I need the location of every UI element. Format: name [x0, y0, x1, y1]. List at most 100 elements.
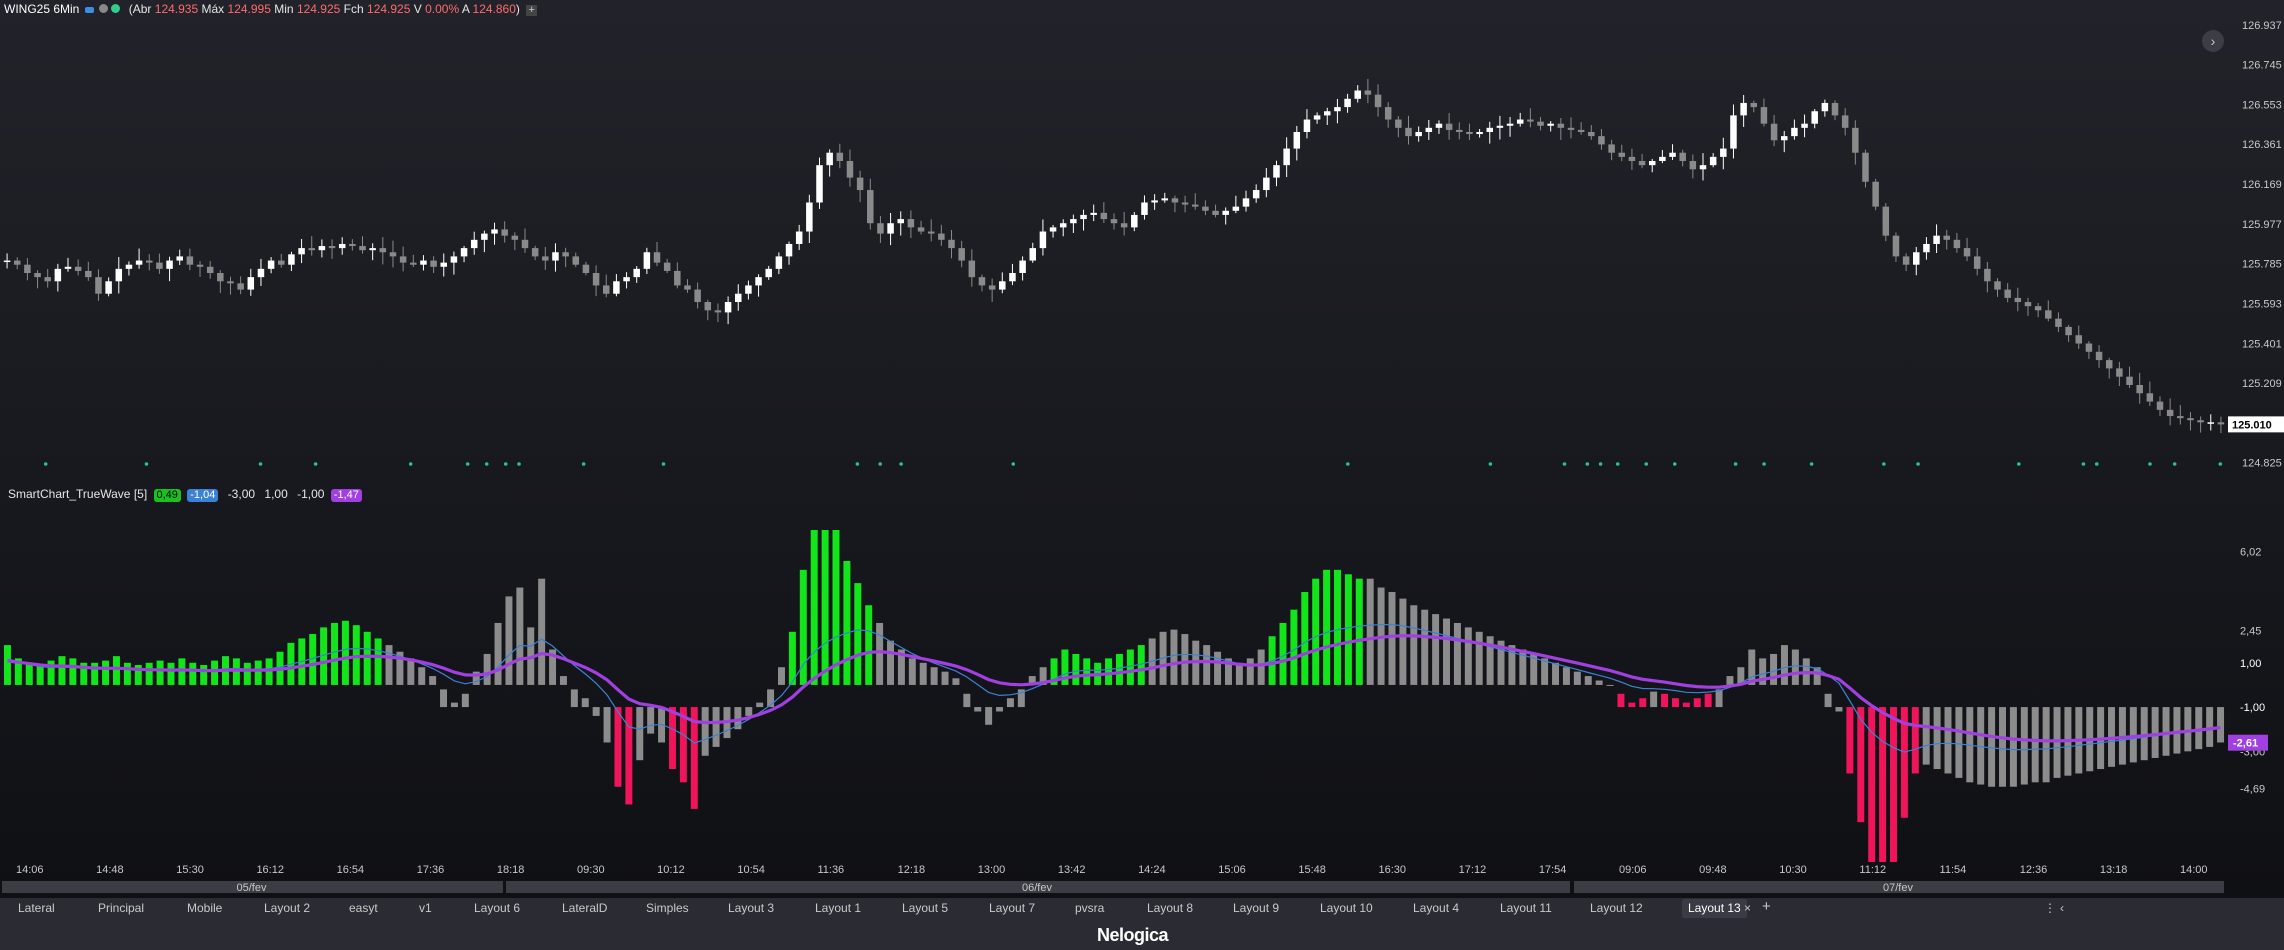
candle — [592, 272, 600, 286]
price-axis-tick: 125.209 — [2242, 378, 2282, 390]
histogram-bar — [1759, 658, 1767, 685]
histogram-bar — [1595, 680, 1603, 685]
candle — [1973, 256, 1981, 269]
last-value-label: -2,61 — [2233, 738, 2258, 750]
histogram-bar — [1475, 631, 1483, 685]
candle — [2217, 422, 2225, 425]
histogram-bar — [1584, 676, 1592, 685]
signal-dot — [878, 462, 882, 466]
candle — [1059, 223, 1067, 228]
histogram-bar — [505, 596, 513, 685]
date-label: 07/fev — [1883, 882, 1913, 894]
histogram-bar — [549, 649, 557, 685]
candle — [1588, 131, 1595, 137]
histogram-bar — [1235, 662, 1243, 685]
candle — [795, 231, 803, 244]
more-menu-icon[interactable]: ⋮ — [2044, 901, 2056, 915]
symbol-name[interactable]: WING25 6Min — [4, 2, 80, 16]
candle — [318, 246, 326, 251]
chevron-right-icon[interactable]: › — [2202, 30, 2224, 52]
candle — [1882, 206, 1890, 236]
histogram-bar — [647, 707, 655, 734]
tab-layout-9[interactable]: Layout 9 — [1233, 901, 1280, 915]
histogram-bar — [472, 671, 480, 685]
candle — [1496, 125, 1504, 128]
tab-layout-12[interactable]: Layout 12 — [1590, 901, 1643, 915]
tab-pvsra[interactable]: pvsra — [1075, 901, 1105, 915]
candle — [288, 254, 295, 265]
candle — [1049, 227, 1057, 232]
candle — [1222, 210, 1229, 215]
candle — [135, 260, 143, 265]
candle — [257, 268, 265, 278]
histogram-bar — [1693, 698, 1701, 708]
histogram-bar — [331, 622, 338, 685]
tab-layout-3[interactable]: Layout 3 — [728, 901, 775, 915]
tab-principal[interactable]: Principal — [98, 901, 145, 915]
tab-layout-7[interactable]: Layout 7 — [989, 901, 1036, 915]
histogram-bar — [363, 631, 371, 685]
histogram-bar — [80, 662, 88, 685]
add-tab-icon[interactable]: + — [1762, 898, 1771, 915]
histogram-bar — [745, 707, 753, 716]
tab-easyt[interactable]: easyt — [349, 901, 378, 915]
tab-layout-2[interactable]: Layout 2 — [264, 901, 311, 915]
minus-circle-icon[interactable] — [99, 4, 109, 13]
histogram-bar — [2195, 707, 2203, 750]
tab-mobile[interactable]: Mobile — [187, 901, 223, 915]
tab-layout-1[interactable]: Layout 1 — [815, 901, 862, 915]
candle — [856, 177, 864, 191]
candle — [369, 248, 376, 251]
date-band — [1574, 881, 2224, 893]
add-icon[interactable]: + — [526, 5, 538, 16]
candle — [826, 152, 833, 166]
tab-v1[interactable]: v1 — [419, 901, 432, 915]
close-tab-icon[interactable]: × — [1744, 901, 1752, 915]
candle — [2095, 351, 2103, 361]
candle — [1202, 206, 1209, 211]
last-value-tag — [2228, 734, 2268, 751]
histogram-bar — [1835, 707, 1843, 712]
histogram-bar — [1105, 658, 1113, 685]
flag-icon — [84, 7, 94, 13]
tab-laterald[interactable]: LateralD — [562, 901, 608, 915]
low-value: 124.925 — [296, 2, 341, 16]
tab-layout-10[interactable]: Layout 10 — [1320, 901, 1373, 915]
tab-layout-8[interactable]: Layout 8 — [1147, 901, 1194, 915]
tab-layout-4[interactable]: Layout 4 — [1413, 901, 1460, 915]
collapse-icon[interactable]: ‹ — [2060, 901, 2064, 915]
candle — [1577, 129, 1585, 132]
candle — [125, 264, 133, 269]
tab-layout-11[interactable]: Layout 11 — [1500, 901, 1552, 915]
var-label: V — [413, 2, 422, 16]
candle — [1933, 235, 1940, 244]
candle — [663, 262, 671, 271]
tab-layout-5[interactable]: Layout 5 — [902, 901, 949, 915]
candle — [2055, 318, 2062, 327]
candle — [1151, 200, 1158, 203]
candle — [1831, 102, 1839, 116]
candle — [877, 223, 884, 234]
tab-layout-13[interactable]: Layout 13 — [1682, 899, 1747, 918]
var-value: 0.00% — [425, 2, 460, 16]
trend-line-purple — [7, 634, 2221, 743]
symbol-header: WING25 6Min (Abr 124.935 Máx 124.995 Min… — [4, 2, 538, 16]
tab-simples[interactable]: Simples — [646, 901, 689, 915]
candle — [1862, 152, 1869, 182]
tab-layout-6[interactable]: Layout 6 — [474, 901, 521, 915]
time-axis-tick: 16:54 — [337, 864, 365, 876]
chart-background — [0, 0, 2284, 898]
candle — [1019, 260, 1026, 273]
indicator-name[interactable]: SmartChart_TrueWave [5] — [8, 487, 148, 501]
histogram-bar — [429, 676, 437, 685]
candle — [521, 239, 529, 249]
signal-dot — [1585, 462, 1590, 466]
histogram-bar — [810, 530, 818, 685]
tab-lateral[interactable]: Lateral — [18, 901, 55, 915]
histogram-bar — [91, 662, 99, 685]
histogram-bar — [832, 530, 840, 685]
candle — [1110, 219, 1118, 224]
signal-dot — [899, 462, 903, 466]
candle — [95, 277, 102, 294]
